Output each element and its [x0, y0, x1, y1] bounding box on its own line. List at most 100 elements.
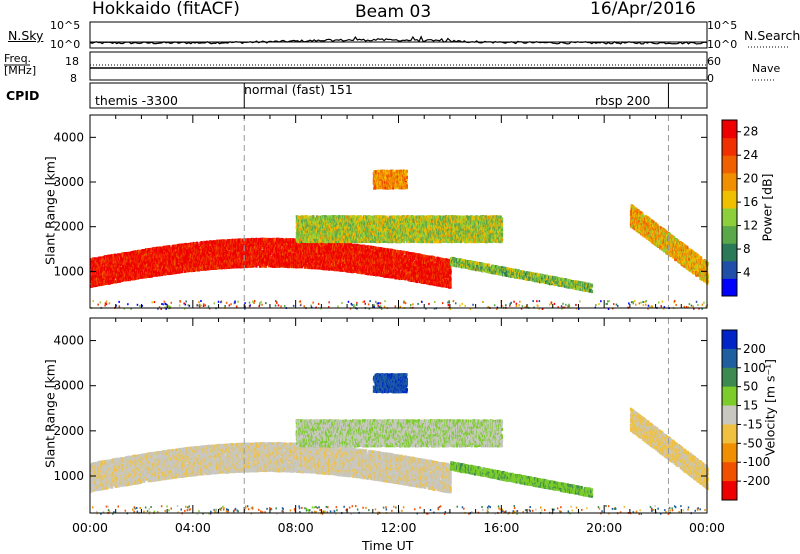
echo-cell [156, 271, 159, 275]
freq-tick-bottom: 8 [70, 72, 77, 85]
echo-cell [228, 243, 231, 247]
echo-cell [209, 242, 212, 247]
echo-cell [201, 243, 204, 247]
echo-cell [99, 260, 102, 264]
station-title: Hokkaido (fitACF) [92, 0, 240, 19]
echo-cell [162, 248, 165, 252]
echo-cell [196, 246, 199, 250]
echo-cell [198, 257, 201, 262]
echo-cell [217, 264, 220, 268]
echo-cell [122, 276, 125, 280]
echo-cell [131, 275, 134, 279]
echo-cell [124, 252, 127, 256]
echo-cell [177, 244, 180, 248]
echo-cell [108, 258, 112, 262]
echo-cell [90, 257, 94, 261]
echo-cell [205, 261, 208, 265]
echo-cell [222, 265, 225, 269]
echo-cell [91, 281, 94, 285]
echo-cell [161, 266, 164, 270]
echo-cell [204, 263, 207, 267]
echo-cell [226, 251, 229, 255]
echo-cell [123, 270, 126, 274]
echo-cell [128, 251, 131, 255]
echo-cell [175, 270, 178, 274]
echo-cell [228, 247, 231, 251]
echo-cell [124, 278, 127, 282]
date-title: 16/Apr/2016 [590, 0, 696, 19]
echo-cell [215, 244, 218, 248]
echo-cell [103, 269, 106, 273]
echo-cell [125, 259, 128, 263]
echo-cell [168, 269, 171, 273]
echo-cell [173, 246, 176, 250]
echo-cell [196, 241, 199, 246]
echo-cell [103, 257, 106, 261]
echo-cell [105, 281, 108, 285]
echo-cell [164, 263, 167, 268]
echo-cell [168, 254, 171, 259]
echo-cell [140, 263, 143, 267]
echo-cell [141, 263, 144, 267]
echo-cell [154, 267, 157, 271]
echo-cell [176, 266, 179, 270]
echo-cell [217, 256, 220, 260]
echo-cell [117, 267, 120, 271]
echo-cell [209, 252, 212, 256]
echo-cell [163, 265, 166, 270]
echo-cell [95, 275, 98, 279]
echo-cell [206, 240, 209, 244]
echo-cell [203, 245, 206, 249]
echo-cell [147, 250, 150, 254]
echo-cell [204, 255, 207, 259]
echo-cell [115, 275, 118, 279]
cpid-panel-frame [89, 82, 708, 109]
echo-cell [183, 245, 186, 249]
echo-cell [166, 247, 169, 251]
echo-cell [110, 274, 113, 278]
echo-cell [183, 267, 186, 271]
echo-cell [164, 272, 167, 276]
echo-cell [95, 283, 98, 287]
echo-cell [109, 266, 112, 270]
echo-cell [103, 265, 106, 269]
echo-cell [103, 261, 106, 265]
echo-cell [108, 254, 111, 258]
cpid-segment-themis: themis -3300 [95, 93, 178, 108]
echo-cell [186, 259, 189, 263]
echo-cell [165, 260, 168, 264]
echo-cell [182, 265, 185, 269]
echo-cell [209, 254, 212, 259]
echo-cell [207, 253, 210, 257]
echo-cell [216, 248, 219, 252]
echo-cell [194, 251, 197, 256]
echo-cell [143, 255, 146, 259]
echo-cell [203, 265, 206, 269]
echo-cell [222, 247, 225, 251]
echo-cell [168, 267, 171, 271]
cpid-label: CPID [6, 88, 39, 103]
freq-label: Freq. [4, 52, 31, 65]
echo-cell [201, 241, 204, 245]
echo-cell [119, 265, 122, 269]
echo-cell [103, 281, 106, 286]
echo-cell [132, 267, 135, 271]
echo-cell [118, 253, 121, 257]
echo-cell [106, 269, 109, 273]
echo-cell [211, 244, 214, 248]
echo-cell [176, 254, 179, 258]
noise-right-tick-top: 10^5 [707, 19, 737, 32]
echo-cell [115, 253, 118, 258]
echo-cell [150, 258, 153, 262]
echo-cell [126, 272, 129, 276]
echo-cell [200, 249, 203, 253]
echo-cell [122, 252, 125, 256]
echo-cell [100, 276, 103, 280]
nave-tick-bottom: 0 [707, 72, 714, 85]
echo-cell [226, 241, 229, 245]
echo-cell [157, 264, 160, 269]
echo-cell [130, 260, 133, 264]
echo-cell [94, 257, 97, 261]
echo-cell [148, 263, 151, 268]
